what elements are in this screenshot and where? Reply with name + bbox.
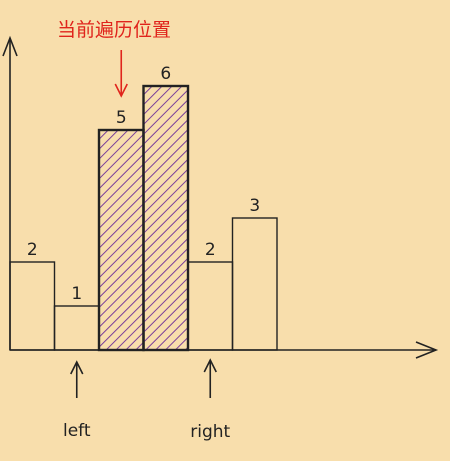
right-pointer-arrow [204,360,216,398]
bar [10,262,55,350]
current-position-arrow [115,50,127,96]
bar [55,306,100,350]
bars-group [10,86,277,350]
left-pointer-arrow [71,362,83,398]
right-pointer-label: right [190,422,230,442]
bar-value-label: 3 [249,196,260,216]
bar-value-label: 1 [71,284,82,304]
bar-value-label: 5 [116,108,127,128]
bar-value-label: 2 [27,240,38,260]
bar [233,218,278,350]
bar-hatch-fill [144,86,189,350]
bar-value-label: 6 [160,64,171,84]
current-position-label: 当前遍历位置 [57,19,171,41]
bar [188,262,233,350]
bar-hatch-fill [99,130,144,350]
bar-value-label: 2 [205,240,216,260]
left-pointer-label: left [63,421,91,441]
